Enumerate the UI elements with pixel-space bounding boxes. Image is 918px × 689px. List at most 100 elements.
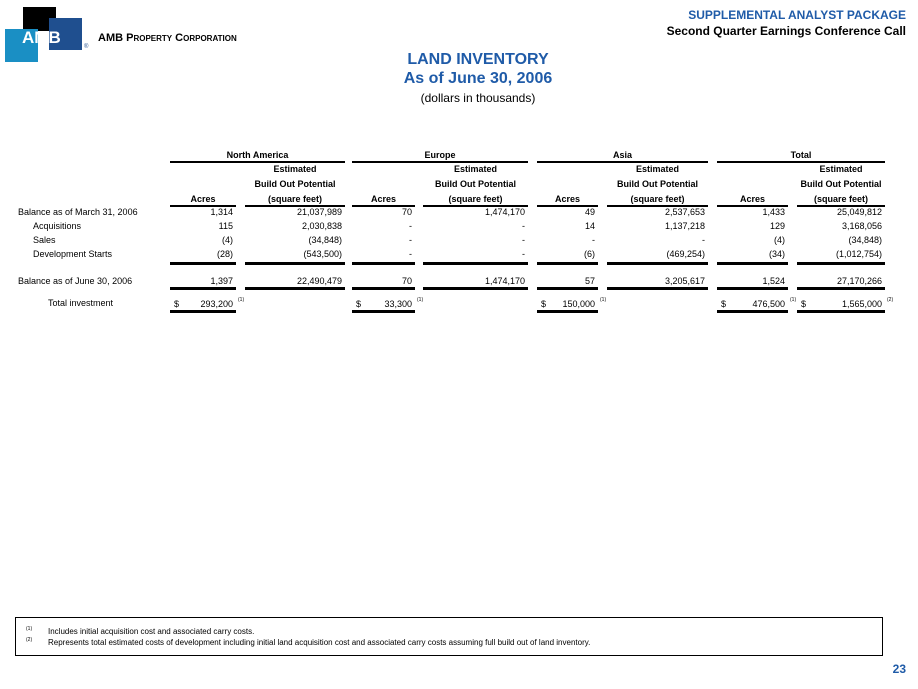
- footnote-ref: (2): [887, 297, 894, 303]
- footnotes-box: (1) Includes initial acquisition cost and…: [15, 617, 883, 656]
- table-cell: 70: [401, 207, 412, 217]
- group-underline: [170, 161, 345, 163]
- table-cell: -: [522, 235, 525, 245]
- group-header: Total: [790, 150, 812, 160]
- column-header: (square feet): [630, 194, 685, 204]
- footnote-ref: (1): [600, 297, 607, 303]
- investment-value: 1,565,000: [841, 299, 882, 309]
- table-cell: -: [409, 221, 412, 231]
- currency-symbol: $: [721, 299, 727, 309]
- investment-value: 150,000: [562, 299, 595, 309]
- column-header: Build Out Potential: [254, 179, 336, 189]
- table-cell: (543,500): [303, 249, 342, 259]
- subtotal-rule: [607, 262, 708, 265]
- table-cell: 129: [769, 221, 785, 231]
- table-cell: 1,524: [762, 276, 785, 286]
- subtotal-rule: [352, 262, 415, 265]
- logo-text: AMB: [22, 28, 61, 47]
- table-cell: (6): [584, 249, 595, 259]
- package-title: SUPPLEMENTAL ANALYST PACKAGE: [688, 8, 906, 22]
- column-header: Build Out Potential: [435, 179, 516, 189]
- header-underline: [352, 205, 415, 207]
- column-header: Acres: [190, 194, 216, 204]
- table-cell: (34,848): [308, 235, 342, 245]
- call-title: Second Quarter Earnings Conference Call: [666, 24, 906, 38]
- column-header: Acres: [739, 194, 766, 204]
- header-underline: [423, 205, 528, 207]
- header-underline: [607, 205, 708, 207]
- table-cell: (34,848): [848, 235, 882, 245]
- column-header: (square feet): [267, 194, 322, 204]
- investment-rule: [170, 310, 236, 313]
- subtotal-rule: [170, 262, 236, 265]
- row-label: Sales: [33, 235, 56, 245]
- currency-symbol: $: [174, 299, 180, 309]
- row-label: Balance as of March 31, 2006: [18, 207, 138, 217]
- table-cell: 25,049,812: [836, 207, 882, 217]
- column-header: Estimated: [819, 164, 863, 174]
- group-underline: [352, 161, 528, 163]
- table-cell: 57: [584, 276, 595, 286]
- table-cell: 2,537,653: [664, 207, 705, 217]
- header-underline: [717, 205, 788, 207]
- investment-value: 33,300: [384, 299, 412, 309]
- registered-mark: ®: [84, 44, 89, 50]
- row-label: Development Starts: [33, 249, 113, 259]
- group-underline: [717, 161, 885, 163]
- table-cell: 1,137,218: [664, 221, 705, 231]
- footnote-ref: (1): [790, 297, 797, 303]
- table-cell: 27,170,266: [836, 276, 882, 286]
- currency-symbol: $: [541, 299, 547, 309]
- total-rule: [717, 287, 788, 290]
- column-header: Estimated: [273, 164, 317, 174]
- table-cell: -: [522, 221, 525, 231]
- page-subtitle: As of June 30, 2006: [403, 70, 553, 87]
- footnote-ref: (1): [417, 297, 424, 303]
- table-cell: 70: [401, 276, 412, 286]
- table-cell: (4): [222, 235, 233, 245]
- currency-symbol: $: [356, 299, 362, 309]
- row-label: Balance as of June 30, 2006: [18, 276, 133, 286]
- page-number: 23: [892, 662, 906, 676]
- total-rule: [170, 287, 236, 290]
- total-rule: [537, 287, 598, 290]
- column-header: Estimated: [453, 164, 497, 174]
- table-cell: 115: [218, 221, 233, 231]
- table-cell: 1,474,170: [484, 207, 525, 217]
- table-cell: 49: [584, 207, 595, 217]
- investment-value: 476,500: [752, 299, 785, 309]
- total-rule: [245, 287, 345, 290]
- company-name: AMB Property Corporation: [98, 32, 237, 44]
- footnote-2: (2) Represents total estimated costs of d…: [26, 637, 591, 647]
- table-cell: (4): [774, 235, 785, 245]
- currency-symbol: $: [801, 299, 807, 309]
- table-cell: 2,030,838: [301, 221, 342, 231]
- table-cell: 1,314: [210, 207, 233, 217]
- total-rule: [352, 287, 415, 290]
- units-note: (dollars in thousands): [420, 91, 536, 105]
- table-cell: 1,397: [210, 276, 233, 286]
- total-rule: [423, 287, 528, 290]
- subtotal-rule: [717, 262, 788, 265]
- investment-rule: [797, 310, 885, 313]
- header-underline: [537, 205, 598, 207]
- logo-block-light: [5, 29, 38, 62]
- table-cell: -: [592, 235, 595, 245]
- column-header: (square feet): [448, 194, 503, 204]
- subtotal-rule: [797, 262, 885, 265]
- header-underline: [797, 205, 885, 207]
- subtotal-rule: [423, 262, 528, 265]
- row-label: Acquisitions: [33, 221, 82, 231]
- total-rule: [797, 287, 885, 290]
- table-cell: 3,205,617: [664, 276, 705, 286]
- table-cell: -: [702, 235, 705, 245]
- table-cell: 1,474,170: [484, 276, 525, 286]
- group-underline: [537, 161, 708, 163]
- investment-rule: [352, 310, 415, 313]
- table-cell: 1,433: [762, 207, 785, 217]
- page-title: LAND INVENTORY: [407, 51, 549, 68]
- subtotal-rule: [537, 262, 598, 265]
- group-header: North America: [226, 150, 289, 160]
- total-rule: [607, 287, 708, 290]
- table-cell: -: [522, 249, 525, 259]
